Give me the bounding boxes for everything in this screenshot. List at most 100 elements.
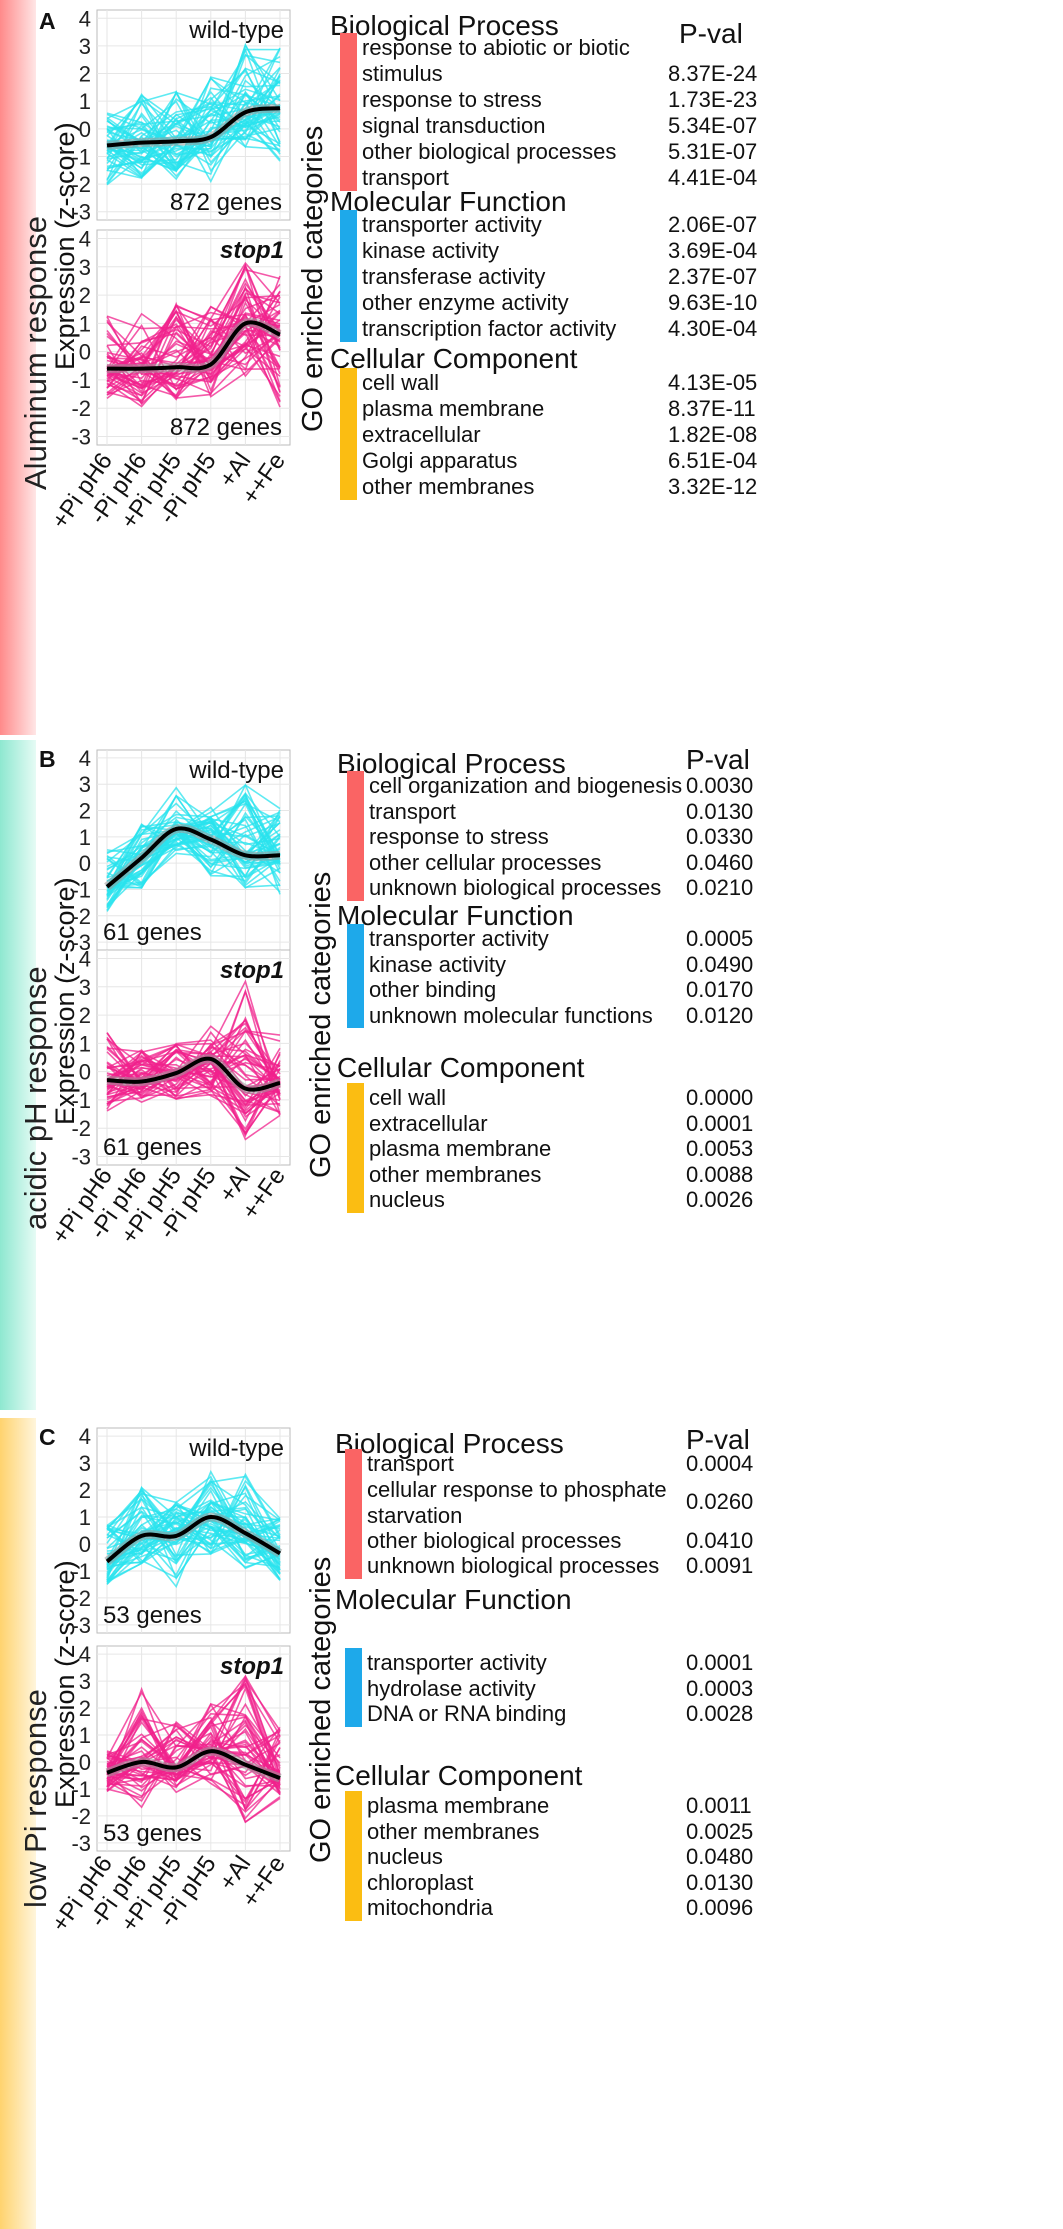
go-pvalue: 2.06E-07: [668, 212, 758, 237]
go-category-color-bar: [345, 1449, 362, 1579]
mean-trend-line: [105, 1515, 282, 1564]
panel-b-go-axis-label: GO enriched categories: [305, 871, 337, 1178]
y-tick-label: -2: [71, 1116, 91, 1141]
y-tick-label: 2: [79, 1478, 91, 1503]
panel-b-letter: B: [39, 746, 56, 772]
go-pvalue: 4.13E-05: [668, 370, 758, 395]
gene-line: [106, 1746, 281, 1800]
go-term-line: cellular response to phosphate: [367, 1476, 667, 1502]
go-pvalue: 0.0004: [686, 1451, 754, 1476]
gene-line: [106, 347, 281, 396]
gene-line: [106, 1050, 281, 1138]
go-pvalue: 0.0025: [686, 1818, 754, 1844]
go-term: transporter activity: [369, 926, 549, 952]
go-term-line: DNA or RNA binding: [367, 1701, 567, 1726]
gene-line: [106, 1029, 281, 1098]
gene-line: [106, 1501, 281, 1581]
go-term-line: response to abiotic or biotic: [362, 35, 630, 60]
y-tick-label: -2: [71, 172, 91, 197]
panel-c: low Pi response C Expression (z-score) 4…: [0, 1418, 1063, 2229]
go-pvalue: 0.0170: [686, 977, 754, 1002]
mean-trend-line: [106, 1056, 281, 1092]
go-pvalue: 4.41E-04: [668, 165, 758, 190]
go-term-line: response to stress: [362, 87, 542, 112]
go-term-line: transport: [362, 165, 449, 190]
gene-line: [106, 837, 281, 893]
y-tick-label: -2: [71, 904, 91, 929]
gene-line: [106, 813, 281, 896]
go-term: DNA or RNA binding: [367, 1701, 566, 1727]
gene-count-label: 53 genes: [103, 1820, 202, 1847]
go-term-line: transferase activity: [362, 264, 546, 289]
go-pvalue: 0.0480: [686, 1844, 754, 1869]
genotype-label: stop1: [220, 237, 284, 264]
go-pvalue: 0.0030: [686, 773, 754, 798]
y-tick-label: 2: [79, 1003, 91, 1028]
gene-line: [106, 93, 281, 179]
gene-line: [106, 1712, 281, 1792]
go-term-line: unknown molecular functions: [369, 1002, 653, 1028]
go-term: other membranes: [362, 474, 534, 500]
pval-header: P-val: [686, 744, 750, 775]
go-term-line: starvation: [367, 1502, 463, 1528]
y-tick-label: 4: [79, 946, 91, 971]
go-term-line: transporter activity: [369, 926, 549, 951]
y-tick-label: 0: [79, 851, 91, 876]
y-tick-label: -2: [71, 1804, 91, 1829]
go-term-line: hydrolase activity: [367, 1675, 536, 1701]
go-pvalue: 3.69E-04: [668, 238, 758, 263]
go-pvalue: 0.0001: [686, 1110, 754, 1136]
go-pvalue: 0.0260: [686, 1489, 754, 1515]
go-pvalue: 0.0028: [686, 1701, 754, 1726]
panel-b-subplot-stop1: 4 3 2 1 0 -1 -2 -3 stop1 61 genes: [71, 946, 291, 1170]
go-term-line: other membranes: [362, 474, 535, 499]
go-term-line: plasma membrane: [367, 1793, 550, 1818]
go-pvalue: 4.30E-04: [668, 316, 758, 341]
go-category-header: Cellular Component: [330, 343, 578, 374]
go-pvalue: 0.0210: [686, 875, 754, 900]
gene-line: [106, 1510, 281, 1580]
go-term-line: other membranes: [369, 1161, 542, 1187]
pval-header: P-val: [686, 1424, 750, 1455]
go-category-color-bar: [347, 924, 364, 1028]
go-term: cell organization and biogenesis: [369, 773, 682, 799]
y-tick-label: 1: [79, 825, 91, 850]
mean-trend-line: [106, 1749, 281, 1781]
go-term-line: other biological processes: [362, 139, 617, 164]
gene-line: [106, 1711, 281, 1787]
gene-line: [106, 1048, 281, 1100]
go-term-line: nucleus: [367, 1844, 443, 1869]
go-term: kinase activity: [362, 238, 499, 264]
panel-a-letter: A: [39, 8, 56, 34]
gene-line: [106, 1503, 281, 1564]
go-term-line: transport: [367, 1451, 454, 1476]
go-term-line: stimulus: [362, 61, 443, 86]
go-term-line: other biological processes: [367, 1527, 622, 1553]
gene-count-label: 53 genes: [103, 1602, 202, 1629]
y-tick-label: 2: [79, 283, 91, 308]
go-term-line: extracellular: [362, 422, 481, 447]
go-term: Golgi apparatus: [362, 448, 517, 474]
go-term: other cellular processes: [369, 850, 601, 876]
go-term-line: extracellular: [369, 1110, 488, 1136]
go-term: other biological processes: [367, 1528, 621, 1554]
go-category-color-bar: [340, 33, 357, 191]
y-tick-label: -3: [71, 425, 91, 450]
gene-line: [106, 300, 281, 394]
go-term: other membranes: [369, 1162, 541, 1188]
y-tick-label: 4: [79, 226, 91, 251]
go-term: response to stress: [362, 87, 542, 113]
gene-line: [106, 816, 281, 871]
go-pvalue: 0.0053: [686, 1136, 754, 1161]
go-pvalue: 5.34E-07: [668, 113, 758, 138]
gene-line: [106, 1717, 281, 1791]
panel-a-subplot-wild-type: 4 3 21 0-1 -2 -3 wild-type 872 genes: [71, 6, 291, 225]
go-pvalue: 1.73E-23: [668, 87, 758, 112]
go-category-color-bar: [340, 210, 357, 342]
go-category-color-bar: [345, 1648, 362, 1727]
go-term-line: chloroplast: [367, 1869, 474, 1895]
